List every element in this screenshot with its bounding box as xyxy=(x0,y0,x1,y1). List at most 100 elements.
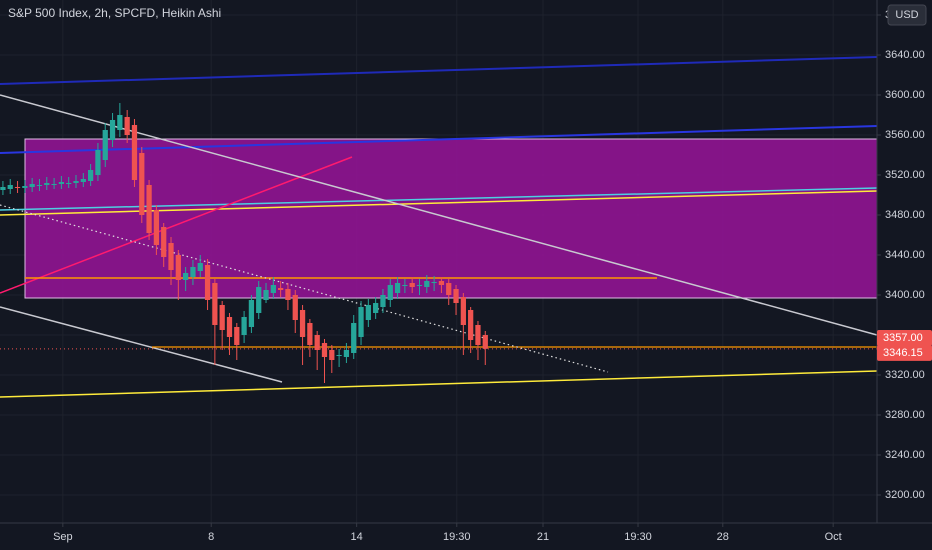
x-tick-label: 19:30 xyxy=(624,531,652,543)
candle-body xyxy=(124,117,130,135)
candle-body xyxy=(416,285,423,286)
currency-label[interactable]: USD xyxy=(895,9,918,21)
candle-body xyxy=(256,287,262,313)
x-tick-label: 8 xyxy=(208,531,214,543)
candle-body xyxy=(278,288,284,290)
candle-body xyxy=(431,282,437,283)
price-marker-label: 3346.15 xyxy=(883,347,923,359)
candle-body xyxy=(380,295,386,307)
axes: 3200.003240.003280.003320.003360.003400.… xyxy=(53,9,932,543)
chart-title: S&P 500 Index, 2h, SPCFD, Heikin Ashi xyxy=(8,6,221,20)
candle-body xyxy=(475,325,481,345)
x-tick-label: Sep xyxy=(53,531,73,543)
candle-body xyxy=(14,187,21,188)
candle-body xyxy=(321,343,328,357)
candle-body xyxy=(102,130,108,160)
y-tick-label: 3560.00 xyxy=(885,129,925,141)
candle-body xyxy=(87,170,94,181)
candle-body xyxy=(248,300,255,327)
trend-line xyxy=(0,370,878,398)
candle-body xyxy=(482,335,488,349)
candle-body xyxy=(58,182,65,184)
x-tick-label: 21 xyxy=(537,531,549,543)
candle-body xyxy=(234,327,240,345)
candle-body xyxy=(263,290,269,300)
trend-line xyxy=(0,56,878,85)
y-tick-label: 3440.00 xyxy=(885,249,925,261)
currency-button[interactable] xyxy=(887,4,927,26)
candle-body xyxy=(270,285,276,293)
candle-body xyxy=(446,283,452,295)
candle-body xyxy=(197,263,203,271)
candle-body xyxy=(373,303,379,313)
candle-body xyxy=(409,283,415,287)
y-tick-label: 3280.00 xyxy=(885,409,925,421)
candle-body xyxy=(44,183,50,185)
candle-body xyxy=(131,125,138,180)
candle-body xyxy=(241,317,247,335)
candle-body xyxy=(212,283,218,325)
candle-body xyxy=(161,227,167,257)
candle-body xyxy=(394,283,401,293)
candle-body xyxy=(336,355,342,356)
time-axis xyxy=(0,523,877,550)
price-axis xyxy=(877,0,932,550)
candle-body xyxy=(365,305,371,320)
y-tick-label: 3640.00 xyxy=(885,49,925,61)
trend-line xyxy=(0,187,878,211)
y-tick-label: 3200.00 xyxy=(885,489,925,501)
candle-body xyxy=(468,310,474,340)
candle-body xyxy=(204,265,211,300)
candle-body xyxy=(460,297,466,325)
x-tick-label: 19:30 xyxy=(443,531,471,543)
y-tick-label: 3520.00 xyxy=(885,169,925,181)
candle-body xyxy=(51,184,57,185)
candle-body xyxy=(438,281,445,285)
candle-body xyxy=(80,179,86,182)
candle-body xyxy=(153,210,160,245)
candle-body xyxy=(22,186,28,188)
trend-line xyxy=(0,94,878,336)
y-tick-label: 3240.00 xyxy=(885,449,925,461)
candle-body xyxy=(7,185,13,189)
x-tick-label: 14 xyxy=(351,531,363,543)
candles xyxy=(0,103,488,383)
x-tick-label: 28 xyxy=(717,531,729,543)
trend-line xyxy=(0,156,353,294)
candle-body xyxy=(299,310,306,337)
candle-body xyxy=(73,181,79,183)
candle-body xyxy=(95,150,101,175)
candle-body xyxy=(0,187,6,190)
candle-body xyxy=(314,335,320,350)
candle-body xyxy=(190,267,196,277)
y-tick-label: 3320.00 xyxy=(885,369,925,381)
candle-body xyxy=(387,285,393,300)
y-tick-label: 3600.00 xyxy=(885,89,925,101)
candle-body xyxy=(66,183,72,184)
price-marker xyxy=(877,330,932,346)
candle-body xyxy=(29,184,35,187)
y-tick-label: 3400.00 xyxy=(885,289,925,301)
candle-body xyxy=(146,185,152,233)
candle-body xyxy=(285,289,291,300)
candle-body xyxy=(351,323,357,353)
candle-body xyxy=(226,317,233,337)
candle-body xyxy=(139,153,145,215)
trend-line xyxy=(0,190,878,216)
trend-line xyxy=(0,204,609,373)
price-marker xyxy=(877,344,932,361)
trend-line xyxy=(0,306,283,383)
x-tick-label: Oct xyxy=(825,531,842,543)
candle-body xyxy=(183,273,189,280)
candle-body xyxy=(175,255,181,280)
candle-body xyxy=(307,323,313,345)
candle-body xyxy=(219,305,225,330)
trend-line xyxy=(0,125,878,154)
candle-body xyxy=(117,115,123,130)
y-tick-label: 3480.00 xyxy=(885,209,925,221)
candle-body xyxy=(453,289,459,303)
candle-body xyxy=(343,350,350,357)
candle-body xyxy=(109,120,116,140)
candle-body xyxy=(168,243,174,270)
